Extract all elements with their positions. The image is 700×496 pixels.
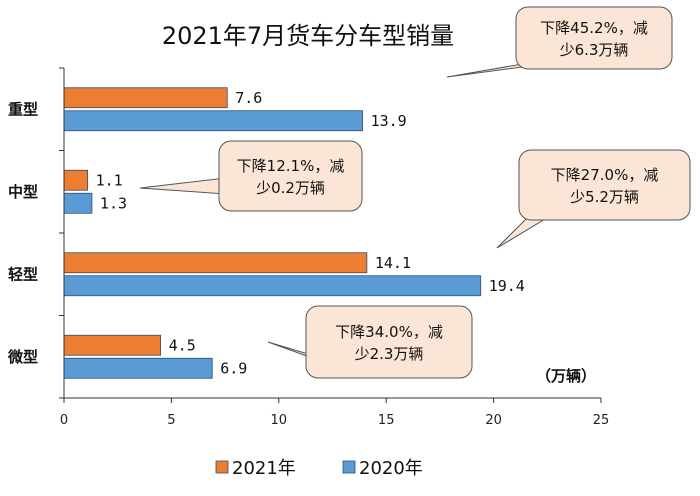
x-tick-label: 15 — [378, 413, 395, 428]
callout-line: 下降12.1%，减 — [237, 157, 345, 175]
data-label: 6.9 — [220, 359, 247, 377]
data-label: 13.9 — [371, 112, 407, 130]
category-label: 微型 — [7, 348, 38, 366]
legend: 2021年 2020年 — [215, 458, 423, 479]
bar-2020 — [63, 357, 213, 379]
callout-line: 少2.3万辆 — [355, 345, 424, 363]
callout-line: 少0.2万辆 — [256, 179, 325, 197]
x-tick-label: 25 — [593, 413, 610, 428]
chart-title: 2021年7月货车分车型销量 — [162, 22, 454, 50]
data-label: 7.6 — [235, 89, 262, 107]
x-tick-label: 0 — [60, 413, 68, 428]
data-label: 19.4 — [489, 277, 525, 295]
bar-2020 — [63, 192, 93, 214]
callout: 下降45.2%，减少6.3万辆 — [446, 6, 673, 78]
legend-swatch-2021 — [215, 460, 229, 474]
data-label: 1.1 — [96, 171, 123, 189]
x-tick-label: 20 — [485, 413, 502, 428]
category-label: 重型 — [8, 100, 38, 118]
category-label: 轻型 — [8, 265, 38, 283]
category-label: 中型 — [8, 183, 38, 201]
callout-box — [305, 305, 473, 379]
bar-2021 — [63, 169, 89, 191]
data-label: 4.5 — [169, 336, 196, 354]
x-tick-label: 10 — [271, 413, 288, 428]
legend-label: 2020年 — [359, 458, 423, 479]
x-tick-label: 5 — [167, 413, 175, 428]
callout-line: 少5.2万辆 — [570, 188, 639, 206]
callout-pointer — [139, 177, 227, 195]
data-label: 14.1 — [375, 254, 411, 272]
callout-box — [518, 149, 691, 221]
bar-2020 — [63, 110, 363, 132]
bar-2021 — [63, 87, 228, 109]
legend-swatch-2020 — [342, 460, 356, 474]
unit-label: （万辆） — [536, 367, 596, 385]
callout-line: 下降34.0%，减 — [335, 323, 443, 341]
callout-line: 下降45.2%，减 — [540, 19, 648, 37]
callouts: 下降45.2%，减少6.3万辆下降12.1%，减少0.2万辆下降27.0%，减少… — [139, 6, 691, 379]
bar-2020 — [63, 275, 482, 297]
bar-2021 — [63, 252, 368, 274]
callout: 下降34.0%，减少2.3万辆 — [267, 305, 473, 379]
callout: 下降27.0%，减少5.2万辆 — [496, 149, 691, 249]
bar-2021 — [63, 334, 162, 356]
callout-box — [515, 6, 673, 70]
callout: 下降12.1%，减少0.2万辆 — [139, 140, 363, 212]
callout-box — [218, 140, 363, 212]
data-label: 1.3 — [100, 194, 127, 212]
callout-line: 少6.3万辆 — [560, 41, 629, 59]
legend-label: 2021年 — [232, 458, 296, 479]
callout-line: 下降27.0%，减 — [551, 166, 659, 184]
